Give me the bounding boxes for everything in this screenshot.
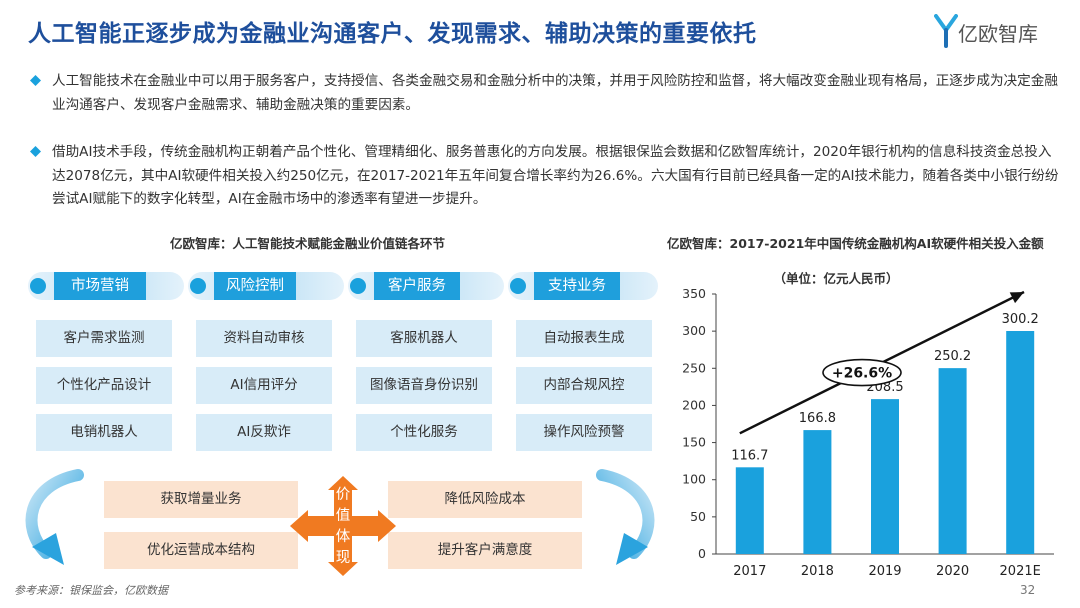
value-chain-item: 内部合规风控 — [516, 367, 652, 404]
value-chain-item: 客户需求监测 — [36, 320, 172, 357]
bar-value-label: 116.7 — [731, 448, 768, 463]
bullet-paragraph-1: 人工智能技术在金融业中可以用于服务客户，支持授信、各类金融交易和金融分析中的决策… — [30, 70, 1060, 117]
value-chain-item: 资料自动审核 — [196, 320, 332, 357]
category-bar: 风险控制 — [188, 272, 344, 300]
bar — [803, 430, 832, 554]
category-dot — [190, 278, 206, 294]
brand-logo-icon — [934, 14, 958, 48]
category-label: 支持业务 — [534, 272, 620, 300]
x-tick-label: 2021E — [1000, 564, 1041, 579]
bar — [938, 368, 967, 554]
growth-annotation-ellipse — [822, 358, 902, 387]
y-tick-label: 50 — [690, 509, 706, 524]
value-label-char: 现 — [335, 550, 351, 566]
value-chain-item: 个性化产品设计 — [36, 367, 172, 404]
y-tick-label: 100 — [682, 472, 706, 487]
bar-value-label: 300.2 — [1002, 312, 1039, 327]
value-cross-arrow-icon — [290, 476, 396, 576]
diamond-bullet-icon — [30, 75, 41, 86]
y-tick-label: 200 — [682, 397, 706, 412]
category-dot — [510, 278, 526, 294]
y-tick-label: 150 — [682, 435, 706, 450]
value-item: 获取增量业务 — [104, 481, 298, 518]
x-tick-label: 2018 — [801, 564, 834, 579]
bullet-text: 人工智能技术在金融业中可以用于服务客户，支持授信、各类金融交易和金融分析中的决策… — [52, 73, 1058, 113]
diamond-bullet-icon — [30, 146, 41, 157]
value-label-char: 体 — [335, 529, 351, 545]
x-tick-label: 2020 — [936, 564, 969, 579]
category-dot — [350, 278, 366, 294]
value-chain-diagram: 市场营销 风险控制 客户服务 支持业务 客户需求监测 个性化产品设计 电销机器人… — [0, 260, 660, 580]
category-label: 市场营销 — [54, 272, 146, 300]
category-bar: 支持业务 — [508, 272, 658, 300]
value-label-char: 价 — [335, 487, 351, 503]
chart-unit-label: （单位：亿元人民币） — [773, 271, 898, 286]
left-curved-arrow-icon — [25, 469, 84, 565]
bar-chart-svg: （单位：亿元人民币） 0 50 100 150 200 250 300 350 116.7 20… — [682, 271, 1054, 579]
value-chain-item: AI反欺诈 — [196, 414, 332, 451]
bar-chart: （单位：亿元人民币） 0 50 100 150 200 250 300 350 116.7 20… — [666, 262, 1066, 582]
bar — [871, 399, 899, 554]
chart-title: 亿欧智库：2017-2021年中国传统金融机构AI软硬件相关投入金额 — [667, 236, 1044, 251]
category-dot — [30, 278, 46, 294]
value-chain-item: 个性化服务 — [356, 414, 492, 451]
value-item: 降低风险成本 — [388, 481, 582, 518]
diagram-title: 亿欧智库：人工智能技术赋能金融业价值链各环节 — [170, 236, 446, 251]
value-item: 优化运营成本结构 — [104, 532, 298, 569]
y-tick-label: 0 — [698, 546, 706, 561]
bar — [735, 467, 764, 554]
value-chain-item: 图像语音身份识别 — [356, 367, 492, 404]
bar — [1006, 330, 1035, 554]
page-title: 人工智能正逐步成为金融业沟通客户、发现需求、辅助决策的重要依托 — [28, 21, 757, 47]
y-tick-label: 250 — [682, 360, 706, 375]
x-tick-label: 2017 — [733, 564, 766, 579]
bullet-paragraph-2: 借助AI技术手段，传统金融机构正朝着产品个性化、管理精细化、服务普惠化的方向发展… — [30, 141, 1060, 212]
y-tick-label: 300 — [682, 323, 706, 338]
bar-value-label: 250.2 — [934, 349, 971, 364]
y-tick-label: 350 — [682, 286, 706, 301]
brand-name: 亿欧智库 — [958, 22, 1038, 46]
page-number: 32 — [1020, 583, 1036, 597]
source-note: 参考来源：银保监会，亿欧数据 — [14, 584, 168, 597]
value-item: 提升客户满意度 — [388, 532, 582, 569]
value-chain-item: 自动报表生成 — [516, 320, 652, 357]
category-label: 客户服务 — [374, 272, 460, 300]
category-bar: 客户服务 — [348, 272, 504, 300]
right-curved-arrow-icon — [596, 469, 655, 565]
value-label-char: 值 — [335, 508, 351, 524]
bullet-text: 借助AI技术手段，传统金融机构正朝着产品个性化、管理精细化、服务普惠化的方向发展… — [52, 144, 1059, 207]
category-bar: 市场营销 — [28, 272, 184, 300]
value-chain-item: 电销机器人 — [36, 414, 172, 451]
value-chain-item: 操作风险预警 — [516, 414, 652, 451]
bar-value-label: 166.8 — [799, 411, 836, 426]
category-label: 风险控制 — [214, 272, 296, 300]
trend-arrow-head-icon — [1009, 292, 1024, 304]
value-chain-item: 客服机器人 — [356, 320, 492, 357]
value-chain-item: AI信用评分 — [196, 367, 332, 404]
growth-annotation-label: +26.6% — [832, 366, 892, 382]
x-tick-label: 2019 — [868, 564, 901, 579]
value-label: 价 值 体 现 — [330, 485, 356, 569]
